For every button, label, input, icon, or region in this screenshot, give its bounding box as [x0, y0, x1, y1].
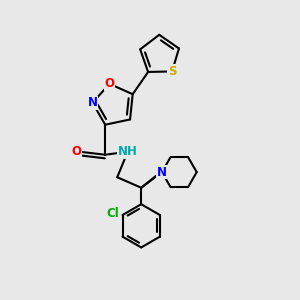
- Text: Cl: Cl: [106, 207, 119, 220]
- Text: O: O: [104, 77, 115, 90]
- Text: N: N: [88, 96, 98, 109]
- Text: O: O: [72, 145, 82, 158]
- Text: S: S: [168, 65, 176, 78]
- Text: N: N: [157, 166, 167, 178]
- Text: NH: NH: [118, 145, 138, 158]
